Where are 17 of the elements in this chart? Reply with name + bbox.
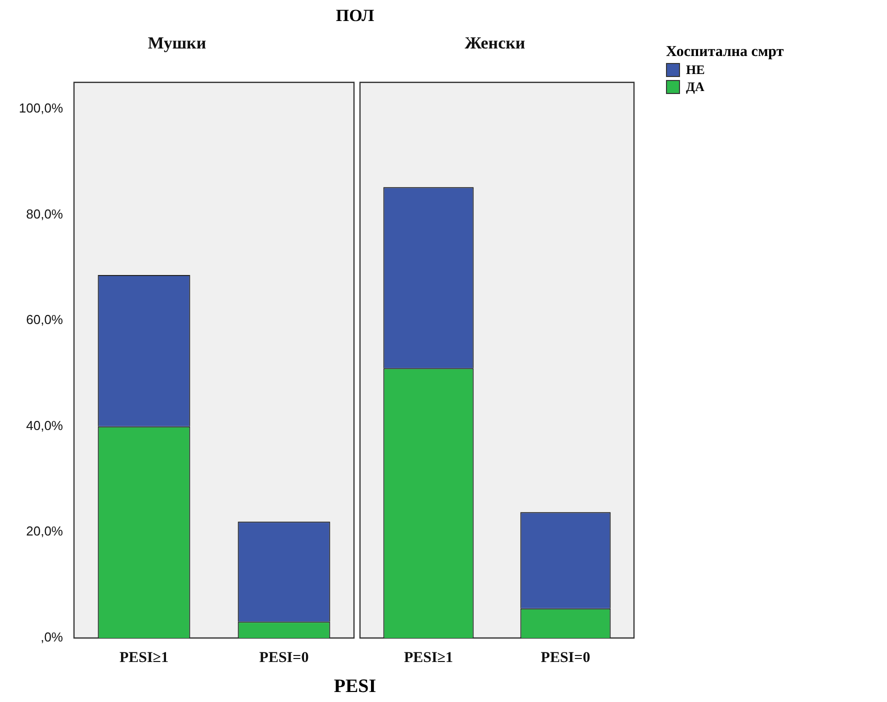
- y-tick-label: 80,0%: [26, 206, 64, 222]
- y-tick-label: 40,0%: [26, 418, 64, 433]
- y-tick-label: 20,0%: [26, 524, 64, 539]
- y-tick-label: 100,0%: [18, 100, 64, 116]
- chart-title: Женски: [464, 34, 526, 53]
- legend-title: Хоспитална смрт: [666, 44, 784, 61]
- legend-label: НЕ: [686, 62, 705, 78]
- y-tick-label: 60,0%: [26, 312, 64, 328]
- chart-title: Мушки: [148, 34, 206, 53]
- x-tick-label: PESI=0: [540, 650, 590, 666]
- x-tick-label: PESI=0: [259, 650, 309, 666]
- y-tick-label: ,0%: [40, 630, 64, 645]
- x-axis-title: PESI: [334, 676, 376, 698]
- text: ПОЛ: [336, 6, 374, 26]
- legend-label: ДА: [686, 78, 704, 94]
- x-tick-label: PESI≥1: [119, 650, 169, 666]
- x-tick-label: PESI≥1: [404, 650, 454, 666]
